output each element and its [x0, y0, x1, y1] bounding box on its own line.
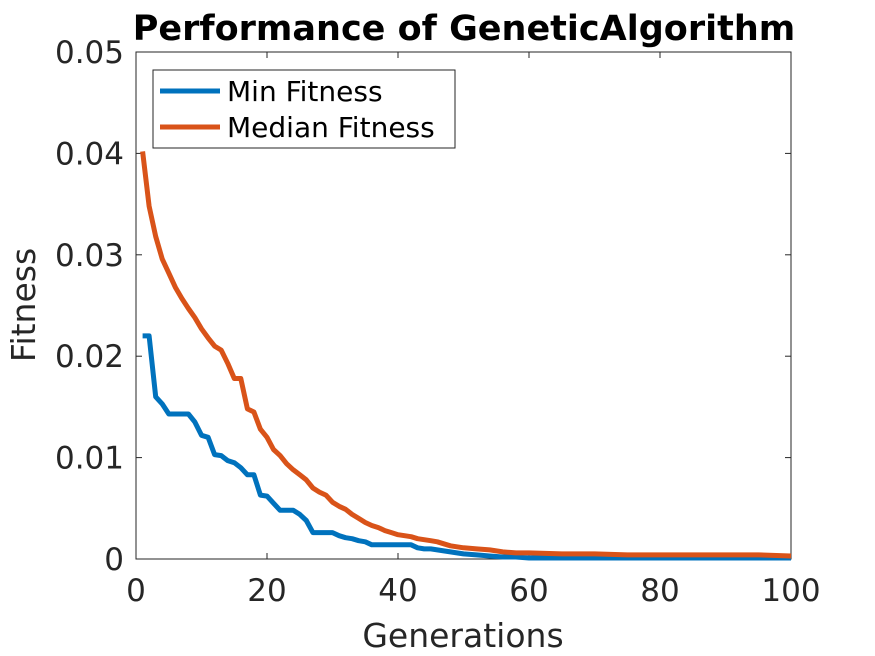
y-tick-label: 0.01	[55, 441, 124, 477]
legend-label-min-fitness: Min Fitness	[227, 75, 383, 108]
y-tick-label: 0.03	[55, 238, 124, 274]
axis-ticks	[135, 51, 792, 560]
y-axis-label: Fitness	[4, 248, 43, 362]
series-lines	[140, 151, 792, 561]
x-tick-label: 80	[640, 573, 679, 609]
x-tick-label: 60	[509, 573, 548, 609]
legend-label-median-fitness: Median Fitness	[227, 111, 435, 144]
chart-title: Performance of GeneticAlgorithm	[133, 9, 795, 49]
y-tick-label: 0.05	[55, 35, 124, 71]
x-tick-label: 40	[378, 573, 417, 609]
legend-box	[152, 69, 456, 149]
x-tick-label: 0	[126, 573, 146, 609]
series-line-min-fitness	[142, 333, 791, 561]
y-tick-label: 0.04	[55, 136, 124, 172]
y-tick-label: 0	[104, 542, 124, 578]
plot-area-frame	[135, 51, 792, 560]
x-tick-label: 20	[247, 573, 286, 609]
y-tick-labels: 0 0.01 0.02 0.03 0.04 0.05	[55, 35, 124, 578]
x-axis-label: Generations	[362, 616, 563, 655]
x-tick-label: 100	[761, 573, 820, 609]
y-tick-label: 0.02	[55, 339, 124, 375]
x-tick-labels: 0 20 40 60 80 100	[126, 573, 820, 609]
legend: Min Fitness Median Fitness	[152, 69, 456, 149]
series-line-median-fitness	[140, 151, 792, 559]
